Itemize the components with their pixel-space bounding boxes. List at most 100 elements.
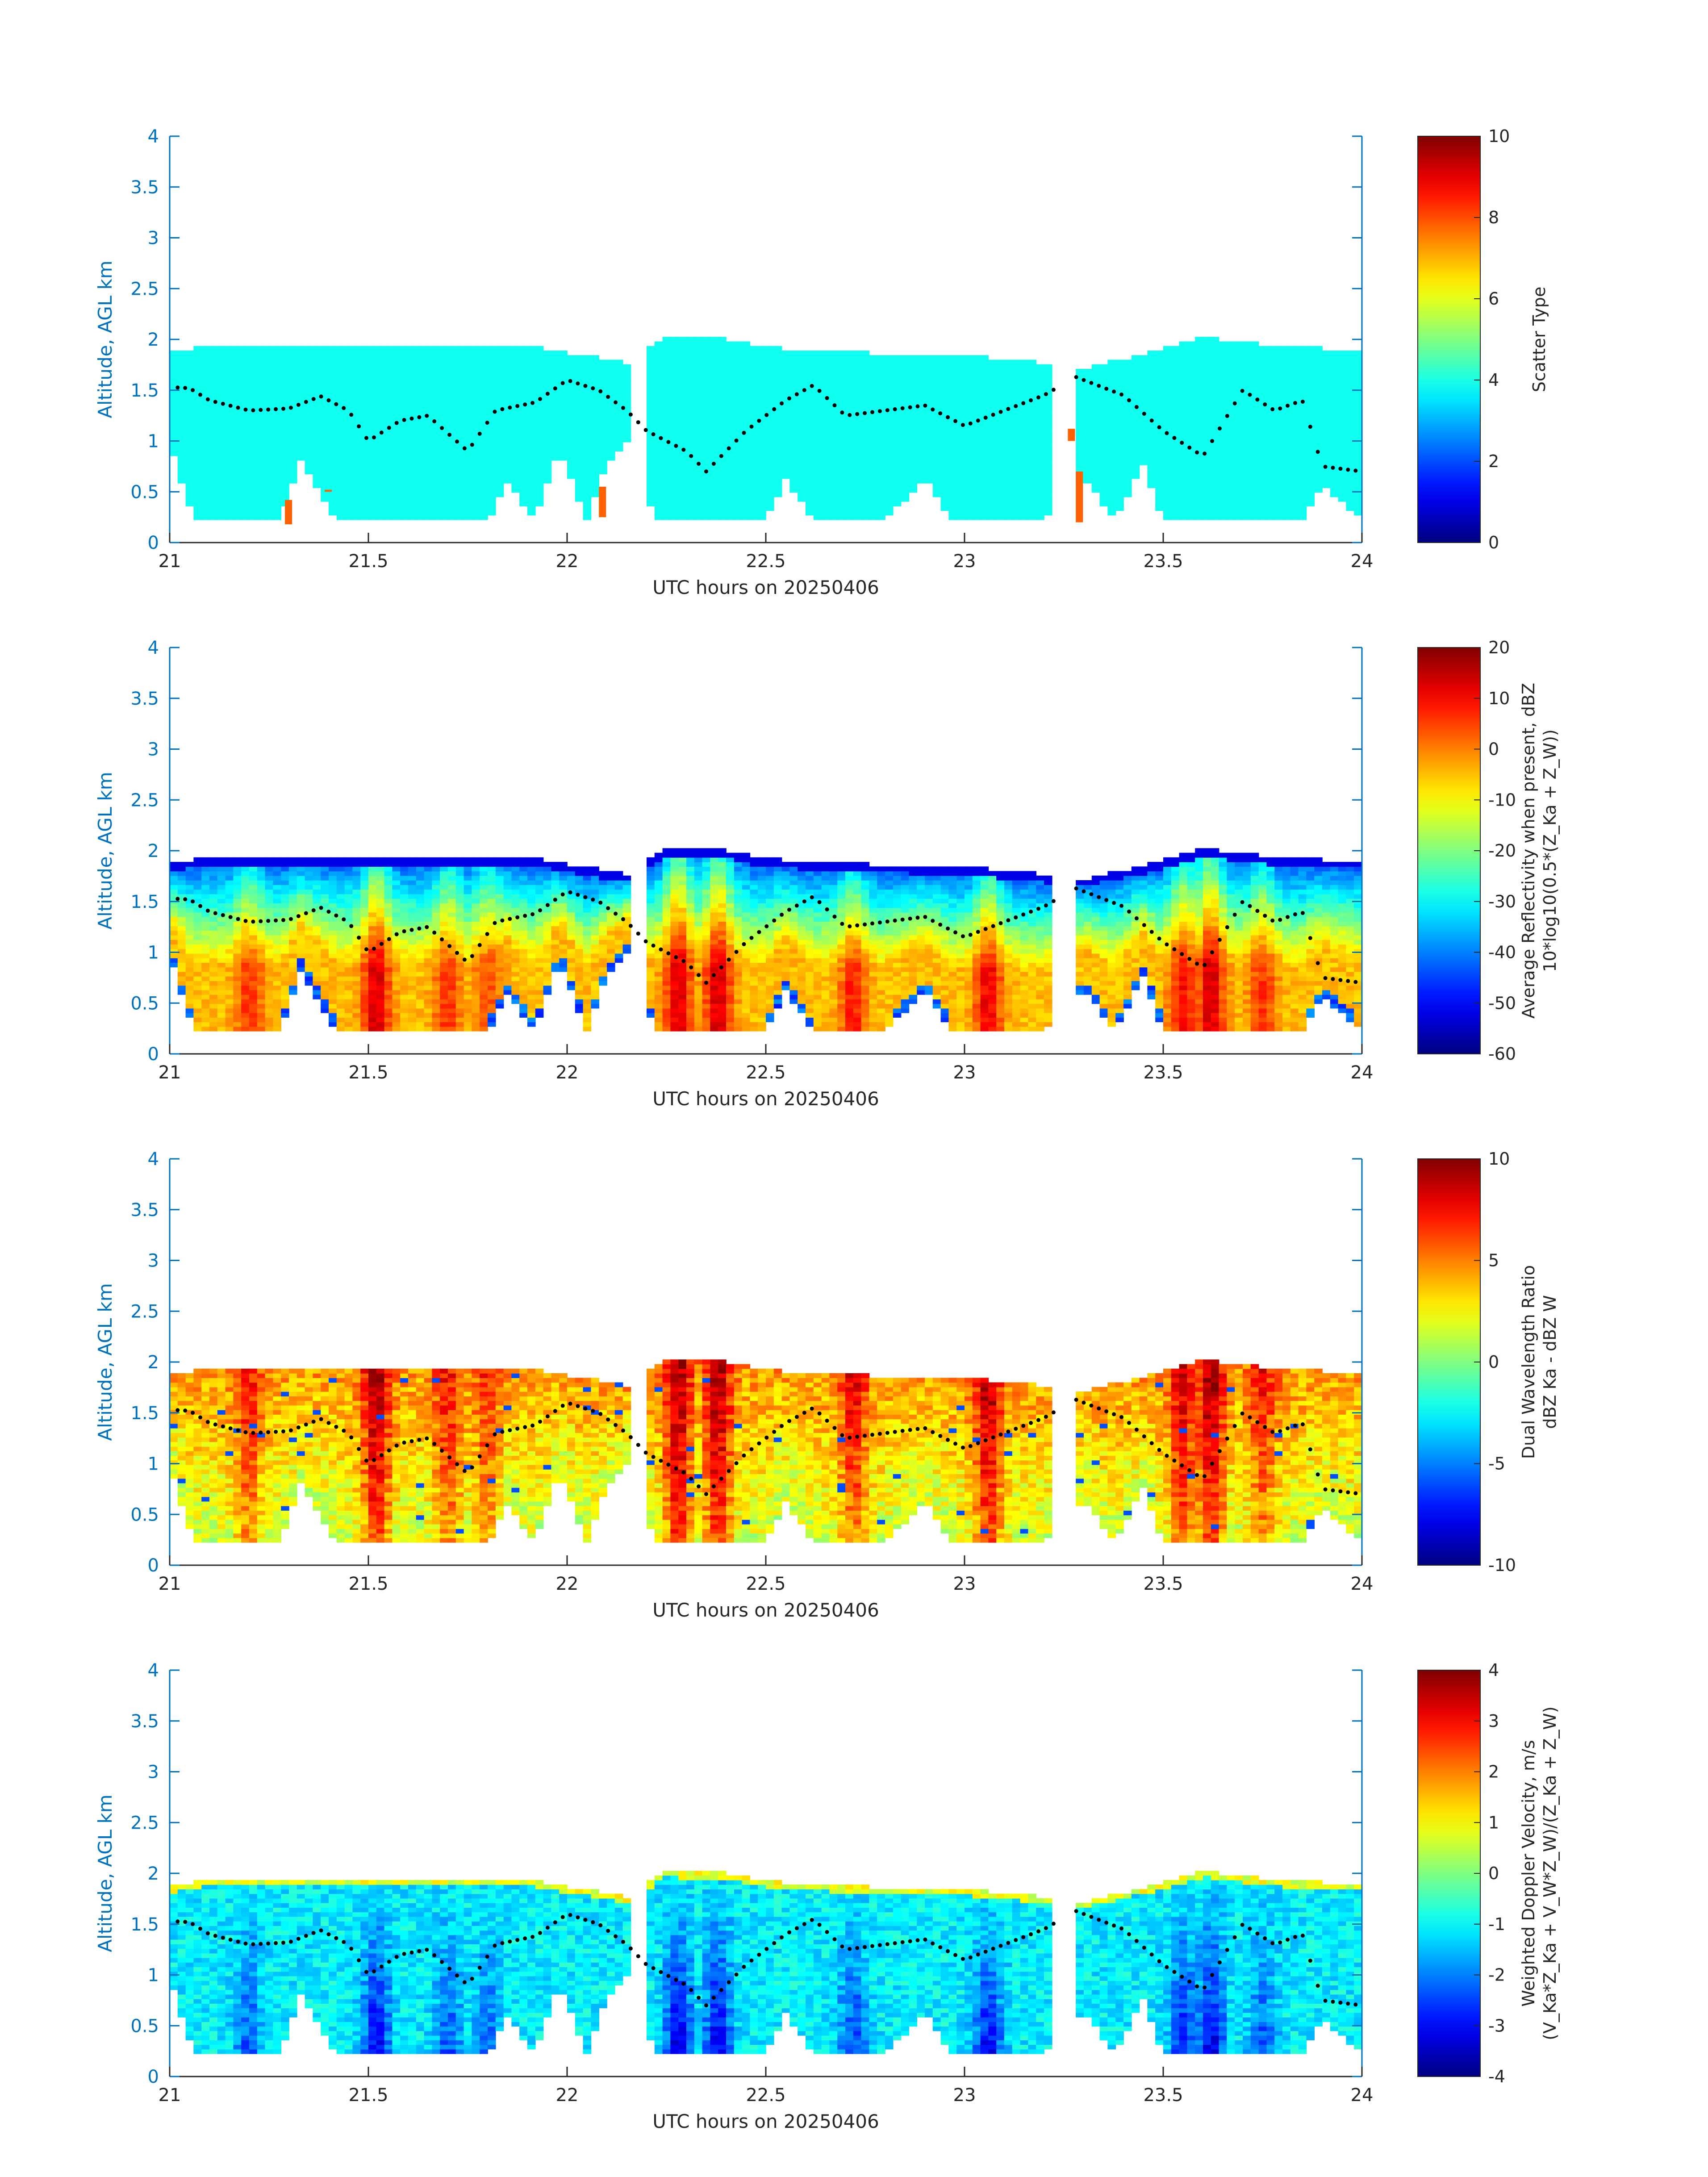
heatmap-cell bbox=[1259, 474, 1267, 479]
heatmap-cell bbox=[877, 510, 885, 515]
heatmap-cell bbox=[1107, 414, 1116, 419]
heatmap-cell bbox=[710, 483, 718, 488]
heatmap-cell bbox=[678, 451, 687, 456]
heatmap-cell bbox=[814, 373, 822, 378]
heatmap-cell bbox=[496, 360, 504, 365]
heatmap-cell bbox=[956, 447, 965, 451]
heatmap-cell bbox=[1028, 424, 1036, 429]
heatmap-cell bbox=[988, 424, 997, 429]
heatmap-cell bbox=[368, 451, 377, 456]
heatmap-cell bbox=[806, 396, 814, 401]
heatmap-cell bbox=[599, 369, 607, 374]
heatmap-cell bbox=[678, 351, 687, 355]
heatmap-cell bbox=[742, 364, 751, 369]
heatmap-cell bbox=[1171, 447, 1180, 451]
heatmap-cell bbox=[519, 396, 528, 401]
heatmap-cell bbox=[273, 424, 281, 429]
heatmap-cell bbox=[368, 369, 377, 374]
heatmap-cell bbox=[217, 392, 226, 397]
heatmap-cell bbox=[837, 405, 846, 410]
heatmap-cell bbox=[178, 469, 186, 474]
heatmap-cell bbox=[861, 433, 870, 438]
heatmap-cell bbox=[384, 479, 393, 484]
heatmap-cell bbox=[901, 387, 910, 392]
heatmap-cell bbox=[1044, 465, 1052, 470]
heatmap-cell bbox=[1282, 510, 1291, 515]
heatmap-cell bbox=[734, 342, 743, 347]
heatmap-cell bbox=[416, 497, 425, 502]
heatmap-cell bbox=[392, 451, 401, 456]
heatmap-cell bbox=[845, 451, 854, 456]
heatmap-cell bbox=[988, 456, 997, 461]
heatmap-cell bbox=[845, 396, 854, 401]
heatmap-cell bbox=[472, 447, 480, 451]
heatmap-cell bbox=[798, 497, 806, 502]
heatmap-cell bbox=[249, 396, 258, 401]
heatmap-cell bbox=[988, 506, 997, 511]
heatmap-cell bbox=[281, 364, 289, 369]
heatmap-cell bbox=[432, 383, 440, 388]
heatmap-cell bbox=[1266, 465, 1275, 470]
heatmap-cell bbox=[456, 474, 464, 479]
heatmap-cell bbox=[265, 346, 274, 351]
heatmap-cell bbox=[440, 460, 448, 465]
heatmap-cell bbox=[1211, 510, 1219, 515]
heatmap-cell bbox=[766, 506, 774, 511]
heatmap-cell bbox=[496, 369, 504, 374]
heatmap-cell bbox=[678, 342, 687, 347]
heatmap-cell bbox=[981, 447, 989, 451]
heatmap-cell bbox=[591, 442, 599, 447]
heatmap-cell bbox=[1140, 460, 1148, 465]
heatmap-cell bbox=[392, 447, 401, 451]
heatmap-cell bbox=[265, 506, 274, 511]
heatmap-cell bbox=[186, 451, 194, 456]
heatmap-cell bbox=[551, 447, 560, 451]
heatmap-cell bbox=[710, 410, 718, 415]
heatmap-cell bbox=[1155, 456, 1164, 461]
heatmap-cell bbox=[496, 460, 504, 465]
heatmap-cell bbox=[758, 424, 766, 429]
heatmap-cell bbox=[774, 479, 782, 484]
heatmap-cell bbox=[1115, 492, 1124, 497]
heatmap-cell bbox=[504, 424, 512, 429]
heatmap-cell bbox=[663, 428, 671, 433]
heatmap-cell bbox=[1163, 447, 1172, 451]
heatmap-cell bbox=[1195, 506, 1203, 511]
heatmap-cell bbox=[742, 401, 751, 406]
heatmap-cell bbox=[686, 474, 695, 479]
heatmap-cell bbox=[416, 360, 425, 365]
heatmap-cell bbox=[853, 401, 862, 406]
heatmap-cell bbox=[488, 387, 496, 392]
heatmap-cell bbox=[416, 510, 425, 515]
heatmap-cell bbox=[583, 488, 592, 493]
heatmap-cell bbox=[1227, 433, 1235, 438]
heatmap-cell bbox=[1211, 342, 1219, 347]
heatmap-cell bbox=[321, 405, 329, 410]
heatmap-cell bbox=[1028, 364, 1036, 369]
heatmap-cell bbox=[1020, 497, 1029, 502]
heatmap-cell bbox=[193, 355, 202, 360]
heatmap-cell bbox=[400, 488, 409, 493]
heatmap-cell bbox=[1299, 469, 1307, 474]
heatmap-cell bbox=[948, 465, 957, 470]
heatmap-cell bbox=[305, 465, 313, 470]
heatmap-cell bbox=[368, 351, 377, 355]
heatmap-cell bbox=[702, 414, 711, 419]
heatmap-cell bbox=[789, 460, 798, 465]
heatmap-cell bbox=[241, 360, 250, 365]
heatmap-cell bbox=[408, 405, 417, 410]
heatmap-cell bbox=[1155, 378, 1164, 383]
heatmap-cell bbox=[504, 373, 512, 378]
heatmap-cell bbox=[535, 346, 544, 351]
heatmap-cell bbox=[718, 364, 727, 369]
heatmap-cell bbox=[1020, 483, 1029, 488]
heatmap-cell bbox=[456, 360, 464, 365]
heatmap-cell bbox=[1346, 451, 1354, 456]
heatmap-cell bbox=[845, 360, 854, 365]
heatmap-cell bbox=[1036, 465, 1044, 470]
heatmap-cell bbox=[345, 515, 353, 520]
heatmap-cell bbox=[981, 438, 989, 443]
heatmap-cell bbox=[1147, 456, 1156, 461]
heatmap-cell bbox=[1235, 447, 1243, 451]
heatmap-cell bbox=[1020, 465, 1029, 470]
